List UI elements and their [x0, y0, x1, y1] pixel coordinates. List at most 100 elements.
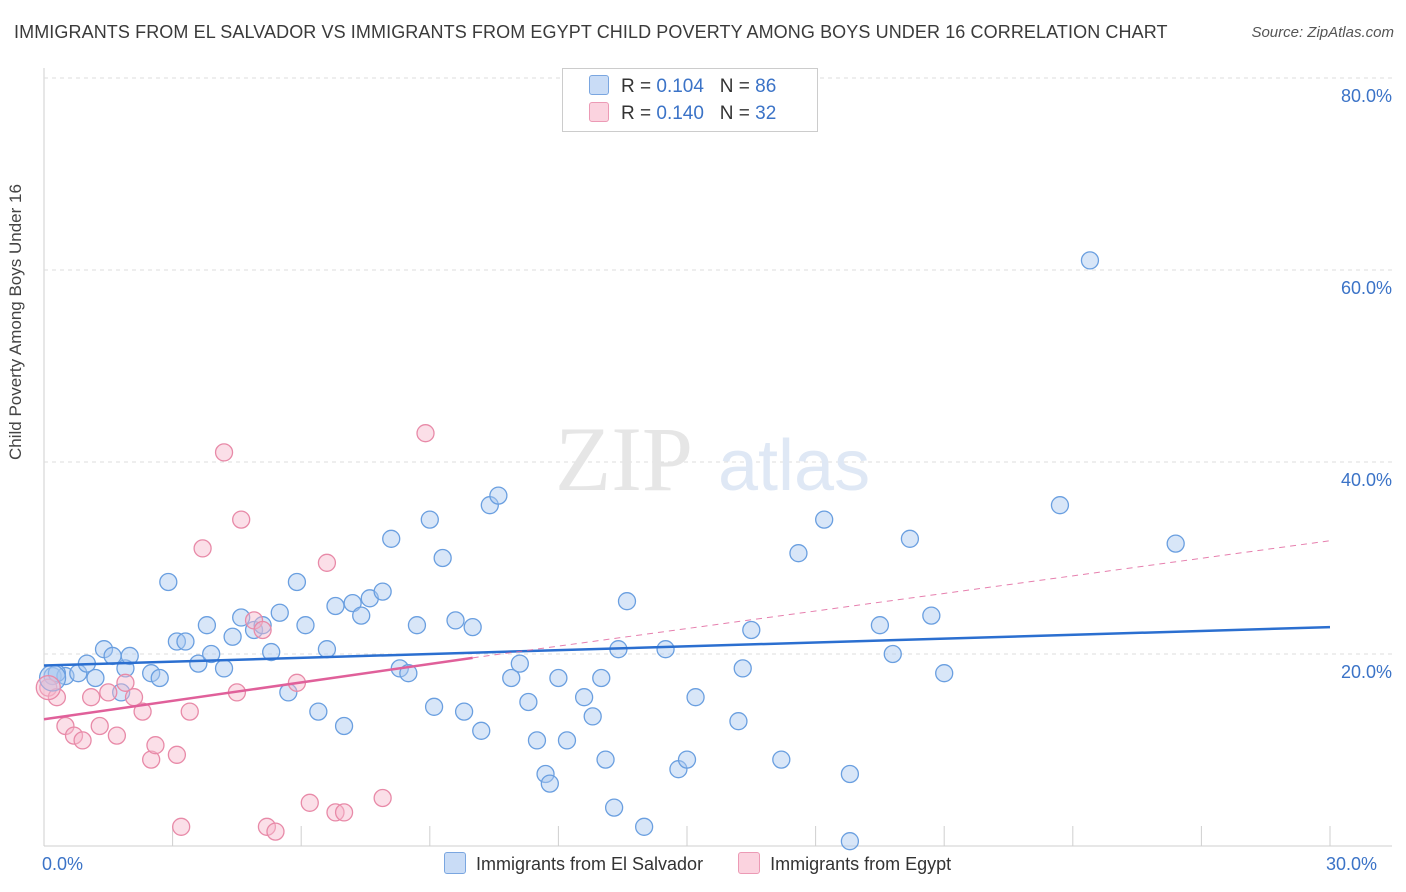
point-egypt: [142, 750, 161, 769]
watermark-zip: ZIP: [555, 408, 693, 510]
point-el-salvador: [656, 640, 675, 659]
point-egypt: [73, 731, 92, 750]
trend-extension-egypt: [472, 540, 1331, 659]
point-el-salvador: [382, 529, 401, 548]
point-egypt: [416, 424, 435, 443]
legend-item-egypt: Immigrants from Egypt: [738, 852, 951, 875]
point-el-salvador: [343, 593, 362, 613]
point-el-salvador: [870, 616, 890, 635]
point-egypt: [193, 539, 212, 558]
legend-n-value: 86: [755, 76, 777, 97]
x-tick-min: 0.0%: [42, 854, 84, 874]
legend-n-label: N =: [719, 76, 756, 97]
point-el-salvador: [446, 611, 465, 630]
legend-n-value: 32: [755, 103, 777, 124]
legend-r-label: R =: [621, 103, 657, 124]
point-el-salvador: [373, 582, 392, 601]
legend-swatch-blue: [589, 75, 609, 95]
point-el-salvador: [742, 620, 761, 640]
trend-line-el-salvador: [43, 625, 1331, 667]
point-el-salvador: [617, 592, 637, 611]
point-egypt: [300, 793, 319, 812]
point-el-salvador: [677, 750, 697, 769]
point-el-salvador: [142, 664, 161, 683]
y-axis-label: Child Poverty Among Boys Under 16: [6, 184, 25, 460]
point-egypt: [35, 674, 61, 701]
point-el-salvador: [317, 640, 337, 659]
point-el-salvador: [326, 596, 345, 616]
point-el-salvador: [536, 764, 555, 784]
point-el-salvador: [223, 627, 242, 646]
legend-row-el-salvador: R = 0.104 N = 86: [589, 75, 776, 98]
point-egypt: [180, 702, 199, 721]
point-el-salvador: [270, 603, 289, 622]
point-el-salvador: [815, 510, 834, 529]
point-egypt: [253, 620, 272, 640]
point-el-salvador: [549, 668, 568, 688]
point-el-salvador: [352, 606, 371, 625]
point-el-salvador: [840, 832, 860, 851]
watermark-atlas: atlas: [718, 426, 870, 506]
point-el-salvador: [596, 750, 615, 769]
point-el-salvador: [463, 617, 482, 637]
point-egypt: [99, 683, 118, 702]
point-el-salvador: [1166, 534, 1185, 553]
point-el-salvador: [103, 646, 122, 666]
x-tick-max: 30.0%: [1326, 854, 1378, 874]
point-el-salvador: [789, 544, 808, 563]
legend-n-label: N =: [719, 103, 756, 124]
point-egypt: [133, 702, 152, 721]
legend-r-value: 0.140: [656, 103, 704, 124]
point-el-salvador: [686, 688, 705, 707]
point-el-salvador: [454, 702, 474, 721]
point-el-salvador: [176, 632, 195, 651]
legend-swatch-blue: [444, 852, 466, 874]
chart-title: IMMIGRANTS FROM EL SALVADOR VS IMMIGRANT…: [14, 22, 1168, 42]
legend-label: Immigrants from El Salvador: [476, 854, 704, 874]
series-legend: Immigrants from El Salvador Immigrants f…: [444, 852, 981, 875]
legend-swatch-pink: [589, 102, 609, 122]
legend-r-label: R =: [621, 76, 657, 97]
point-el-salvador: [1050, 496, 1070, 515]
point-el-salvador: [583, 707, 602, 726]
point-el-salvador: [883, 644, 902, 664]
point-el-salvador: [1080, 251, 1100, 270]
y-tick-label: 60.0%: [1340, 278, 1392, 298]
point-el-salvador: [262, 642, 281, 662]
correlation-legend: R = 0.104 N = 86 R = 0.140 N = 32: [562, 68, 818, 132]
point-egypt: [172, 817, 191, 836]
point-el-salvador: [189, 654, 208, 673]
y-tick-label: 20.0%: [1340, 662, 1392, 682]
point-el-salvador: [604, 798, 624, 817]
trend-line-egypt: [43, 656, 473, 721]
point-el-salvador: [900, 529, 920, 548]
point-el-salvador: [540, 774, 559, 793]
point-egypt: [116, 673, 135, 692]
legend-r-value: 0.104: [656, 76, 704, 97]
point-egypt: [64, 726, 84, 745]
point-el-salvador: [922, 606, 941, 625]
point-el-salvador: [309, 702, 328, 721]
point-el-salvador: [510, 654, 529, 673]
point-el-salvador: [197, 616, 217, 635]
legend-swatch-pink: [738, 852, 761, 874]
point-egypt: [373, 788, 392, 808]
source-label: Source: ZipAtlas.com: [1251, 24, 1394, 41]
point-el-salvador: [407, 616, 427, 635]
point-egypt: [82, 688, 101, 707]
point-el-salvador: [729, 712, 748, 731]
points-layer: [35, 251, 1185, 851]
point-el-salvador: [214, 659, 234, 678]
point-el-salvador: [86, 668, 105, 688]
point-el-salvador: [159, 572, 178, 592]
y-tick-label: 80.0%: [1340, 86, 1392, 106]
point-el-salvador: [502, 668, 521, 688]
point-el-salvador: [935, 664, 954, 683]
point-egypt: [107, 726, 127, 745]
point-egypt: [317, 553, 337, 572]
point-egypt: [167, 745, 187, 764]
point-el-salvador: [574, 688, 594, 707]
y-tick-label: 40.0%: [1340, 470, 1392, 490]
point-el-salvador: [772, 750, 791, 769]
